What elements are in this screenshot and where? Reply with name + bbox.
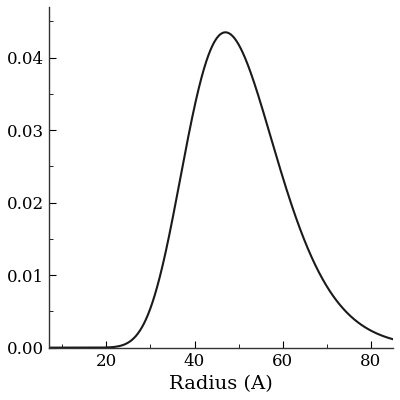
X-axis label: Radius (A): Radius (A): [169, 375, 273, 393]
